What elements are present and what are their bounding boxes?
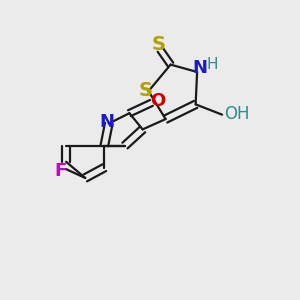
Text: N: N [193, 59, 208, 77]
Text: OH: OH [224, 105, 250, 123]
Text: S: S [152, 34, 166, 53]
Text: S: S [139, 81, 153, 100]
Text: O: O [150, 92, 166, 110]
Text: F: F [55, 162, 67, 180]
Text: N: N [100, 113, 115, 131]
Text: H: H [207, 57, 218, 72]
